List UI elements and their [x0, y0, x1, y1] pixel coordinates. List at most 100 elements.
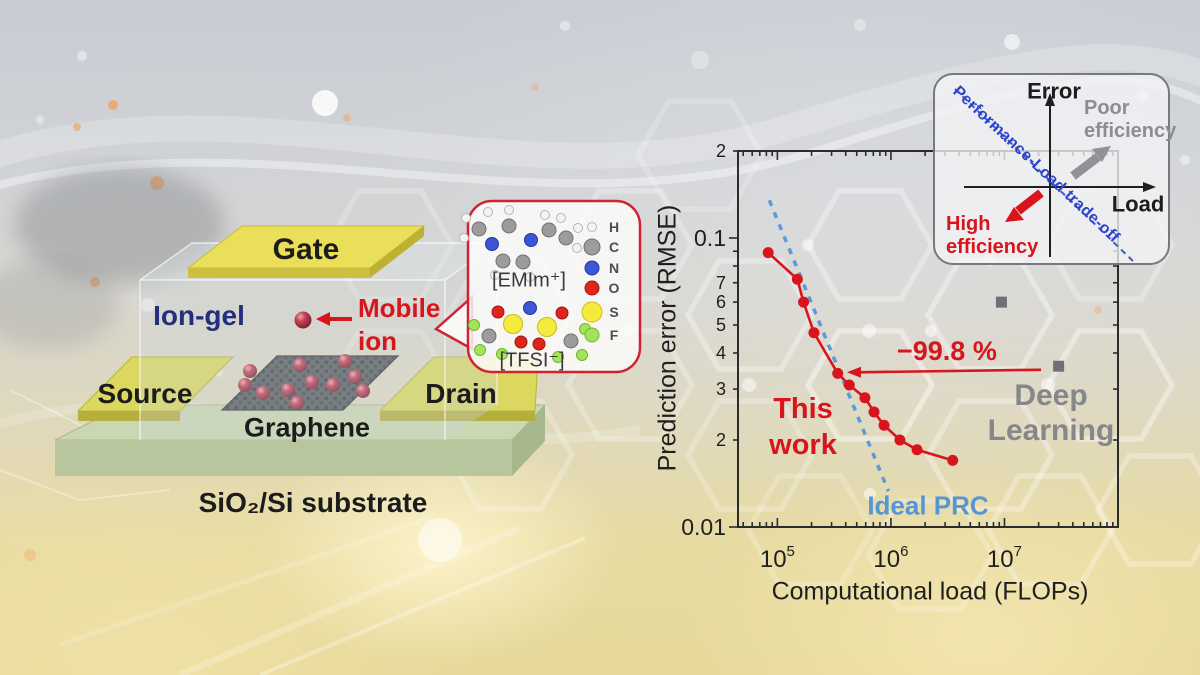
reduction-arrow [846, 366, 1042, 378]
drain-label: Drain [425, 378, 497, 409]
decor-hexagon [804, 188, 936, 302]
data-point-circle [762, 247, 774, 259]
decor-bokeh [312, 90, 338, 116]
decor-swoosh [59, 515, 431, 648]
source-label: Source [97, 378, 193, 409]
decor-sparkle [73, 123, 81, 131]
ideal-prc-annotation: Ideal PRC [867, 490, 989, 521]
data-point-circle [859, 392, 871, 404]
data-point-circle [878, 419, 890, 431]
data-point-circle [843, 379, 855, 391]
data-point-circle [798, 296, 810, 308]
deep-learning-line1: Deep [1014, 379, 1088, 412]
x-tick-label: 105 [760, 543, 795, 573]
data-point-square [995, 296, 1007, 308]
load-axis-label: Load [1111, 191, 1165, 217]
cation-label: [EMIm⁺] [492, 269, 566, 292]
high-efficiency-label: High efficiency [946, 213, 1038, 259]
decor-bokeh [77, 51, 87, 61]
data-point-square [1053, 360, 1065, 372]
legend-c-label: C [609, 239, 619, 255]
y-tick-label: 7 [716, 273, 726, 293]
this-work-annotation: This work [769, 391, 837, 463]
legend-c-icon [583, 238, 601, 256]
this-work-line1: This [773, 393, 833, 425]
decor-bokeh [854, 19, 866, 31]
atom-legend: H C N O S F [581, 219, 620, 343]
mobile-ion-label: Mobile ion [358, 292, 440, 358]
data-point-circle [791, 273, 803, 285]
decor-hexagon [1094, 453, 1200, 567]
y-tick-label: 0.01 [681, 514, 726, 540]
deep-learning-annotation: Deep Learning [988, 378, 1115, 448]
y-tick-label: 2 [716, 141, 726, 161]
data-point-circle [947, 454, 959, 466]
mobile-ion-label-line2: ion [358, 326, 397, 356]
legend-n-label: N [609, 260, 619, 276]
decor-hexagon [684, 258, 816, 372]
decor-node [802, 239, 814, 251]
gate-label: Gate [272, 233, 340, 266]
graphene-label: Graphene [243, 412, 371, 443]
decor-bokeh [36, 116, 44, 124]
legend-o-label: O [609, 280, 620, 296]
decor-hexagon [444, 398, 576, 512]
decor-bokeh [691, 51, 709, 69]
y-tick-label: 5 [716, 315, 726, 335]
x-axis-title: Computational load (FLOPs) [771, 577, 1089, 606]
data-point-circle [894, 434, 906, 446]
poor-line1: Poor [1084, 97, 1130, 119]
data-point-circle [808, 327, 820, 339]
decor-bokeh [418, 518, 462, 562]
decor-sparkle [343, 114, 351, 122]
data-point-circle [911, 444, 923, 456]
y-tick-label: 6 [716, 292, 726, 312]
x-tick-label: 107 [987, 543, 1022, 573]
decor-sparkle [108, 100, 118, 110]
y-tick-label: 4 [716, 343, 726, 363]
legend-s-label: S [609, 304, 618, 320]
high-line1: High [946, 213, 991, 235]
poor-line2: efficiency [1084, 120, 1177, 142]
decor-node [742, 378, 756, 392]
y-tick-label: 2 [716, 430, 726, 450]
y-axis-title: Prediction error (RMSE) [653, 204, 682, 472]
x-tick-label: 106 [873, 543, 908, 573]
decor-sparkle [1094, 306, 1102, 314]
decor-node [862, 324, 876, 338]
decor-hexagon [744, 473, 876, 587]
mobile-ion-sphere [294, 311, 312, 329]
poor-efficiency-arrow [1070, 146, 1111, 180]
series-square [995, 296, 1065, 372]
y-tick-label: 3 [716, 379, 726, 399]
iongel-label: Ion-gel [153, 300, 245, 331]
substrate-label: SiO₂/Si substrate [198, 487, 428, 518]
load-axis-arrowhead [1143, 182, 1156, 192]
poor-efficiency-label: Poor efficiency [1084, 97, 1176, 143]
data-point-circle [868, 406, 880, 418]
decor-netline [0, 469, 171, 502]
high-line2: efficiency [946, 236, 1039, 258]
legend-s-icon [581, 301, 603, 323]
legend-h-label: H [609, 219, 619, 235]
decor-bokeh [560, 21, 570, 31]
iongel-box [139, 241, 498, 440]
mobile-ion-label-line1: Mobile [358, 293, 441, 323]
mobile-ion-arrow [316, 312, 352, 326]
decor-bokeh [213, 367, 223, 377]
decor-sparkle [90, 277, 100, 287]
error-axis-label: Error [1027, 78, 1081, 104]
this-work-line2: work [769, 429, 837, 461]
y-tick-label: 0.1 [694, 225, 726, 251]
decor-hexagon [634, 98, 766, 212]
legend-f-icon [584, 327, 600, 343]
reduction-annotation: −99.8 % [897, 336, 997, 366]
decor-hexagon [984, 473, 1116, 587]
data-point-circle [832, 367, 844, 379]
decor-bokeh [232, 426, 244, 438]
decor-hexagon [324, 188, 456, 302]
decor-sparkle [531, 83, 539, 91]
legend-o-icon [584, 280, 600, 296]
decor-bokeh [1004, 34, 1020, 50]
